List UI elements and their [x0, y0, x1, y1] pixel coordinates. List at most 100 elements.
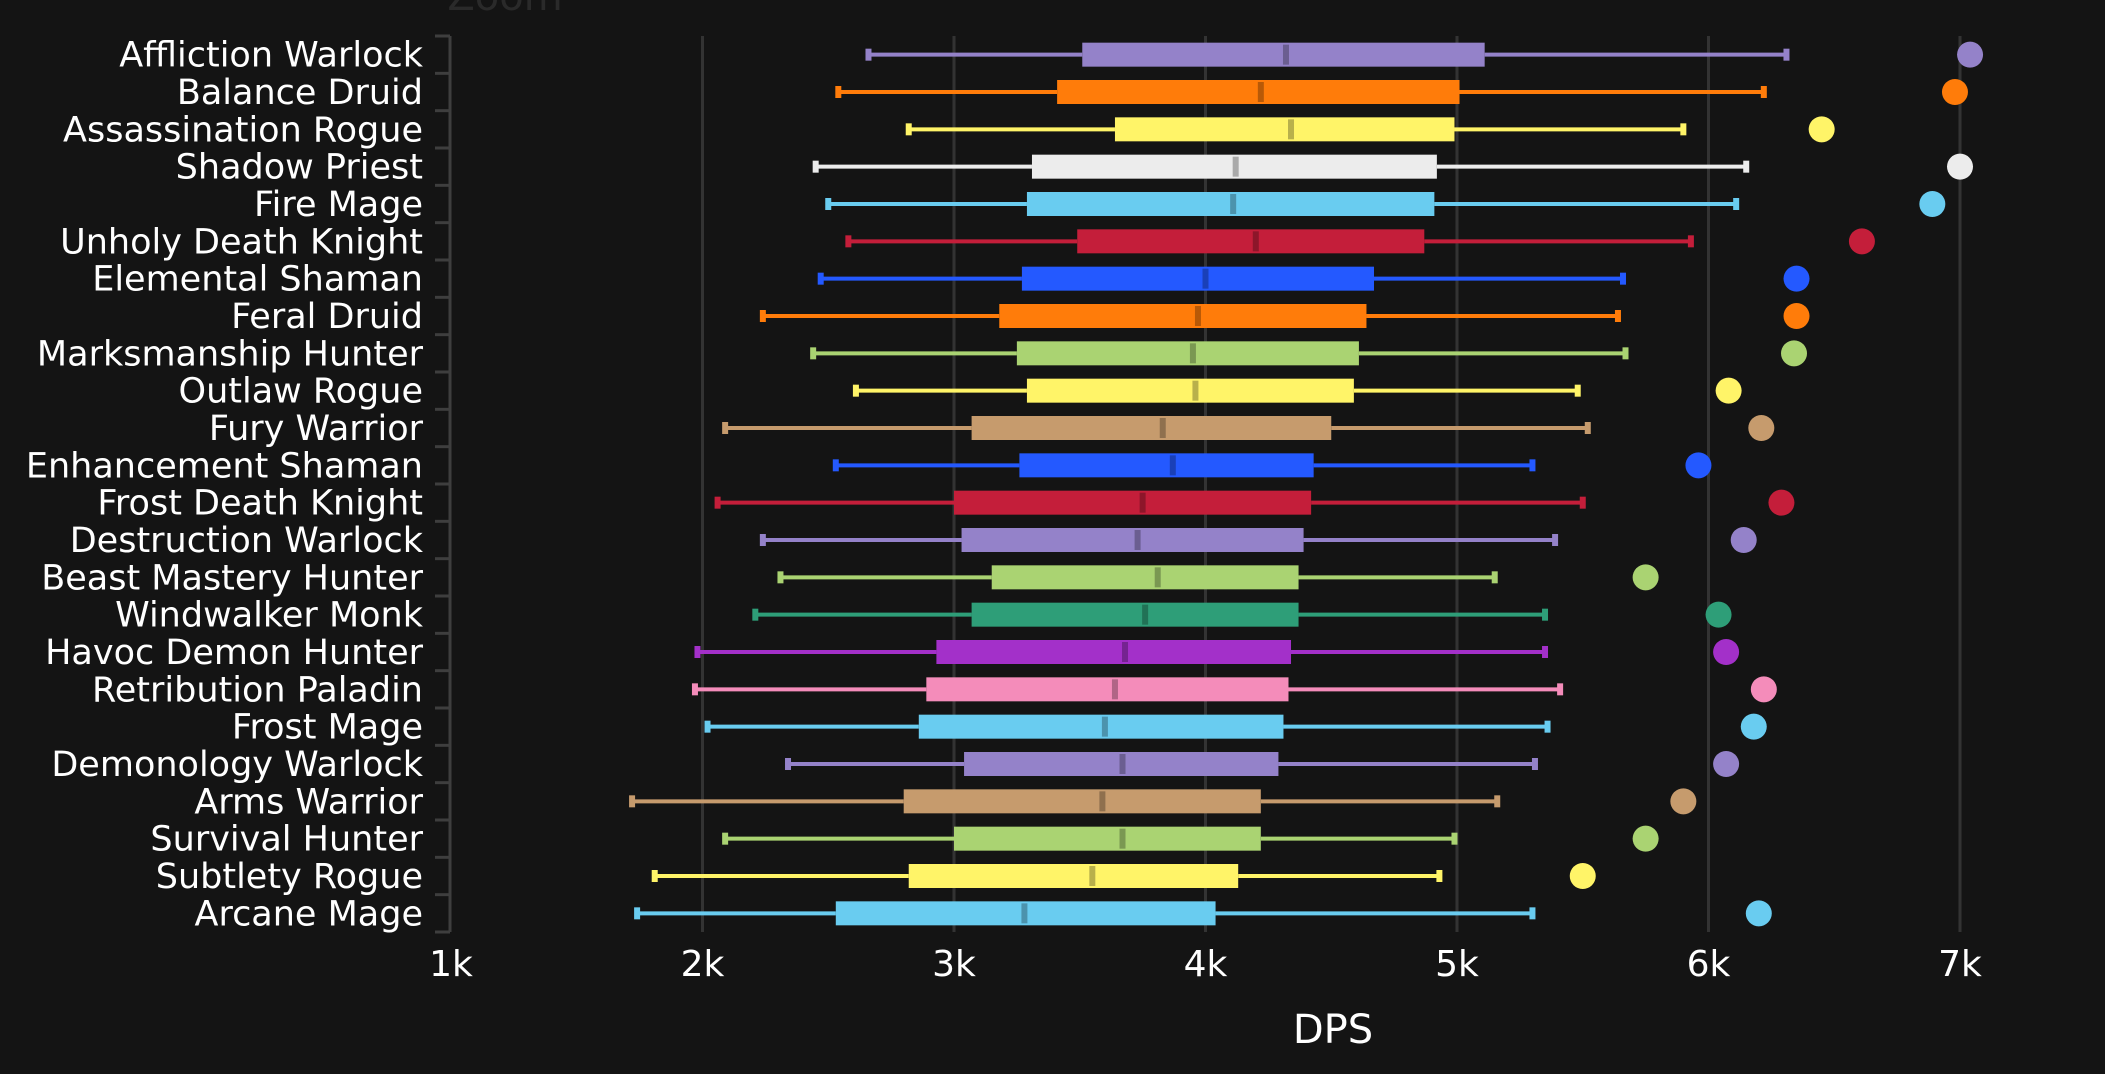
median-mark [1192, 380, 1199, 401]
top-dps-dot [1748, 415, 1775, 441]
whisker-cap-max [1529, 459, 1536, 472]
x-tick-label: 5k [1435, 944, 1479, 985]
whisker-cap-min [651, 870, 658, 882]
whisker-cap-min [825, 198, 832, 210]
whisker-cap-max [1491, 571, 1498, 584]
median-mark [1142, 604, 1149, 625]
whisker-cap-min [832, 459, 839, 472]
whisker-cap-max [1760, 86, 1767, 98]
category-label: Survival Hunter [150, 820, 423, 860]
iqr-box [1021, 266, 1375, 291]
top-dps-dot [1947, 153, 1973, 180]
x-tick-label: 3k [932, 944, 976, 985]
median-mark [1159, 418, 1166, 438]
whisker-cap-min [810, 347, 817, 360]
iqr-box [991, 565, 1299, 590]
box-row [825, 191, 1946, 217]
whisker-cap-max [1552, 534, 1559, 546]
category-label: Enhancement Shaman [26, 446, 423, 486]
whisker-cap-min [752, 608, 759, 621]
box-row [752, 601, 1732, 628]
box-row [812, 153, 1973, 180]
box-row [852, 377, 1742, 404]
box-rows [629, 41, 1984, 927]
whisker-cap-min [722, 832, 729, 845]
median-mark [1111, 679, 1118, 700]
category-label: Fury Warrior [209, 409, 424, 449]
x-tick-label: 6k [1687, 944, 1731, 985]
whisker-cap-max [1783, 48, 1790, 61]
box-row [629, 788, 1697, 815]
whisker-cap-min [777, 571, 784, 584]
category-label: Arms Warrior [194, 782, 423, 822]
category-label: Subtlety Rogue [156, 857, 423, 897]
category-label: Fire Mage [254, 185, 423, 225]
category-label: Beast Mastery Hunter [41, 558, 423, 598]
iqr-box [954, 490, 1312, 515]
whisker-cap-max [1619, 272, 1626, 285]
whisker-cap-max [1579, 496, 1586, 509]
iqr-box [1077, 229, 1425, 254]
median-mark [1252, 231, 1259, 252]
whisker-cap-min [852, 384, 859, 397]
median-mark [1122, 642, 1129, 662]
iqr-box [903, 789, 1261, 814]
x-tick-label: 4k [1184, 944, 1228, 985]
box-row [835, 79, 1968, 105]
whisker-cap-min [785, 758, 792, 770]
whisker-cap-min [835, 86, 842, 98]
whisker-cap-max [1574, 384, 1581, 397]
whisker-cap-min [694, 646, 701, 658]
box-row [722, 825, 1659, 852]
top-dps-dot [1750, 676, 1777, 703]
box-row [759, 527, 1757, 553]
iqr-box [1114, 117, 1455, 142]
category-label: Havoc Demon Hunter [45, 633, 424, 673]
median-mark [1154, 567, 1161, 588]
category-label: Assassination Rogue [63, 110, 423, 150]
iqr-box [971, 602, 1299, 627]
category-label: Destruction Warlock [70, 521, 424, 561]
whisker-cap-max [1687, 235, 1694, 248]
median-mark [1139, 492, 1146, 513]
whisker-cap-max [1544, 720, 1551, 733]
median-mark [1101, 716, 1108, 737]
top-dps-dot [1569, 863, 1596, 889]
whisker-cap-min [722, 422, 729, 434]
box-row [905, 116, 1835, 143]
top-dps-dot [1768, 489, 1795, 516]
whisker-cap-min [629, 795, 636, 808]
x-tick-label: 7k [1938, 944, 1982, 985]
category-label: Demonology Warlock [51, 745, 423, 785]
whisker-cap-max [1529, 907, 1536, 920]
top-dps-dot [1783, 303, 1810, 329]
box-row [704, 713, 1767, 740]
box-row [865, 41, 1984, 68]
category-label: Balance Druid [177, 73, 423, 113]
median-mark [1194, 306, 1201, 326]
box-row [832, 452, 1712, 479]
median-mark [1119, 828, 1126, 849]
category-label: Windwalker Monk [115, 596, 424, 636]
x-axis-ticks: 1k 2k 3k 4k 5k 6k 7k [429, 944, 1982, 985]
category-label: Frost Death Knight [97, 484, 423, 524]
box-row [810, 340, 1808, 367]
whisker-cap-min [845, 235, 852, 248]
category-label: Retribution Paladin [92, 670, 423, 710]
box-row [817, 265, 1810, 292]
whisker-cap-min [714, 496, 721, 509]
whisker-cap-min [759, 534, 766, 546]
median-mark [1232, 156, 1239, 177]
grid-lines [701, 36, 1962, 932]
category-label: Arcane Mage [195, 894, 424, 934]
category-label: Frost Mage [232, 708, 423, 748]
iqr-box [918, 714, 1284, 739]
whisker-cap-max [1743, 160, 1750, 173]
iqr-box [908, 864, 1239, 888]
top-dps-dot [1941, 79, 1968, 105]
iqr-box [1019, 453, 1314, 478]
box-row [651, 863, 1596, 889]
box-row [694, 639, 1740, 665]
whisker-cap-min [817, 272, 824, 285]
